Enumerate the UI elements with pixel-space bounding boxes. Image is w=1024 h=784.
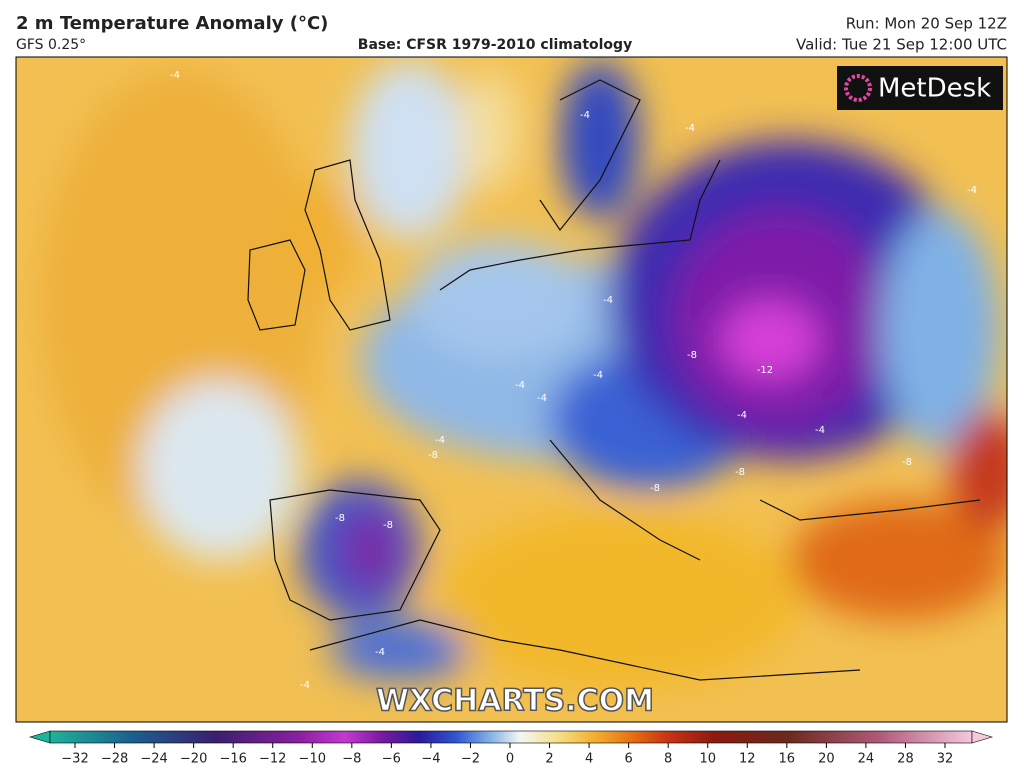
contour-label: -4 [967, 185, 977, 196]
colorbar-label: 24 [858, 752, 875, 767]
title: 2 m Temperature Anomaly (°C) [16, 13, 328, 34]
colorbar-label: 32 [937, 752, 954, 767]
colorbar-label: −28 [101, 752, 128, 767]
contour-label: -8 [687, 350, 697, 361]
contour-label: -4 [603, 295, 613, 306]
contour-label: -8 [650, 483, 660, 494]
colorbar-label: −16 [219, 752, 246, 767]
colorbar-label: 28 [897, 752, 914, 767]
colorbar-label: 2 [545, 752, 553, 767]
contour-label: -4 [375, 647, 385, 658]
colorbar [28, 730, 994, 744]
contour-label: -12 [757, 365, 773, 376]
contour-label: -8 [428, 450, 438, 461]
valid: Valid: Tue 21 Sep 12:00 UTC [796, 36, 1007, 54]
colorbar-label: 6 [624, 752, 632, 767]
contour-label: -4 [515, 380, 525, 391]
colorbar-label: 16 [779, 752, 796, 767]
colorbar-label: −20 [180, 752, 207, 767]
colorbar-label: −12 [259, 752, 286, 767]
colorbar-label: −32 [61, 752, 88, 767]
contour-label: -4 [170, 70, 180, 81]
contour-label: -4 [815, 425, 825, 436]
contour-label: -8 [335, 513, 345, 524]
contour-label: -4 [737, 410, 747, 421]
watermark: WXCHARTS.COM [376, 684, 654, 719]
colorbar-label: −10 [299, 752, 326, 767]
run: Run: Mon 20 Sep 12Z [846, 15, 1007, 33]
contour-label: -4 [435, 435, 445, 446]
colorbar-label: 0 [506, 752, 514, 767]
logo-icon [844, 74, 872, 102]
colorbar-label: −4 [421, 752, 440, 767]
colorbar-label: −2 [461, 752, 480, 767]
contour-label: -4 [593, 370, 603, 381]
colorbar-label: −6 [382, 752, 401, 767]
model: GFS 0.25° [16, 37, 86, 53]
map-frame [15, 56, 1008, 723]
colorbar-label: −8 [342, 752, 361, 767]
base: Base: CFSR 1979-2010 climatology [358, 37, 632, 53]
contour-label: -4 [685, 123, 695, 134]
logo: MetDesk [878, 74, 991, 104]
map: WXCHARTS.COM -4 -4 -4 -8 -12 -4 -4 -4 -4 -8 -8 -8 -8… [16, 57, 1007, 722]
logo-box [837, 66, 1003, 110]
colorbar-label: −24 [140, 752, 167, 767]
colorbar-label: 8 [664, 752, 672, 767]
colorbar-label: 20 [818, 752, 835, 767]
contour-label: -4 [300, 680, 310, 691]
colorbar-label: 10 [699, 752, 716, 767]
colorbar-label: 12 [739, 752, 756, 767]
contour-label: -8 [383, 520, 393, 531]
contour-label: -8 [735, 467, 745, 478]
colorbar-label: 4 [585, 752, 593, 767]
contour-label: -4 [537, 393, 547, 404]
contour-label: -8 [902, 457, 912, 468]
contour-label: -4 [580, 110, 590, 121]
